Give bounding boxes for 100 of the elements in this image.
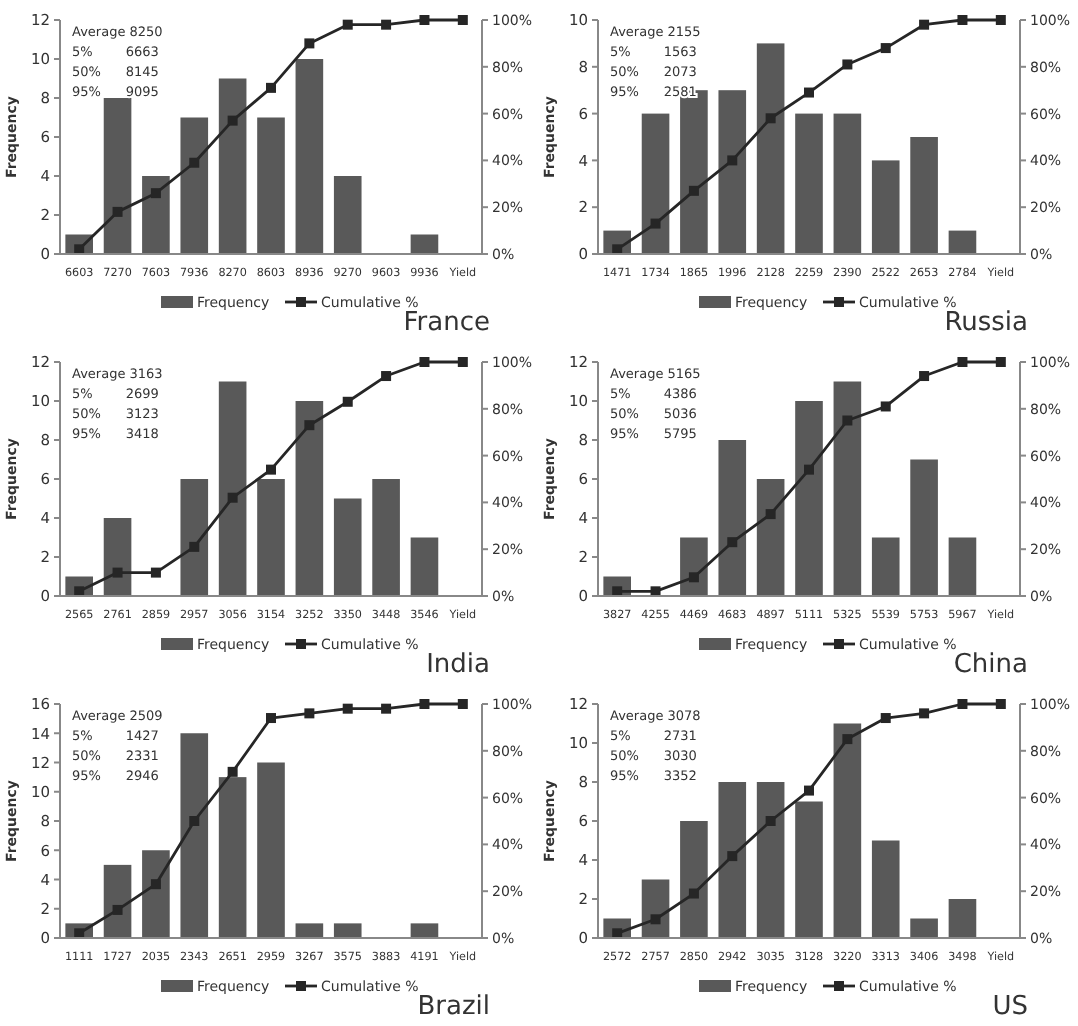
bar: [103, 864, 132, 938]
bar: [142, 850, 170, 938]
point: [457, 357, 468, 367]
point: [112, 904, 123, 915]
bar: [333, 923, 362, 938]
bar: [680, 821, 708, 938]
bar: [257, 117, 285, 254]
bar: [180, 479, 209, 596]
point: [112, 567, 123, 578]
point: [880, 713, 891, 724]
point: [880, 43, 891, 54]
point: [266, 464, 276, 475]
point: [304, 38, 315, 49]
bar: [257, 762, 285, 938]
point: [842, 59, 853, 70]
bar: [218, 777, 247, 938]
point: [727, 851, 738, 862]
bar: [680, 537, 708, 596]
bar: [410, 234, 439, 254]
bar: [410, 923, 439, 938]
point: [688, 572, 699, 583]
point: [381, 19, 392, 30]
bar: [795, 113, 823, 254]
bar: [218, 78, 247, 254]
bar: [910, 137, 938, 254]
point: [688, 888, 699, 899]
bar: [718, 90, 747, 254]
point: [227, 115, 238, 126]
bar: [142, 176, 170, 254]
point: [919, 371, 930, 382]
point: [189, 816, 200, 826]
point: [342, 19, 353, 30]
bar: [833, 113, 862, 254]
bar: [833, 723, 862, 938]
point: [150, 879, 161, 890]
point: [804, 464, 814, 475]
bar: [333, 498, 362, 596]
point: [419, 357, 430, 367]
text: India: [426, 650, 490, 680]
text: Russia: [944, 308, 1028, 338]
bar: [372, 479, 400, 596]
point: [727, 155, 738, 166]
bar: [333, 176, 362, 254]
bar: [180, 117, 209, 254]
point: [112, 206, 123, 217]
bar: [910, 459, 938, 596]
point: [842, 734, 853, 745]
point: [189, 157, 200, 168]
bar: [103, 98, 132, 254]
point: [266, 713, 276, 724]
point: [957, 15, 968, 25]
point: [765, 816, 776, 826]
bar: [641, 113, 670, 254]
bar: [295, 59, 324, 254]
point: [381, 371, 392, 382]
point: [919, 19, 930, 30]
point: [304, 708, 315, 719]
bar: [948, 899, 977, 938]
point: [804, 87, 814, 98]
point: [266, 82, 276, 93]
point: [457, 699, 468, 709]
text: US: [992, 992, 1028, 1022]
point: [342, 396, 353, 407]
bar: [910, 918, 938, 938]
bar: [257, 479, 285, 596]
point: [381, 703, 392, 714]
point: [727, 537, 738, 548]
bar: [871, 537, 900, 596]
bar: [871, 840, 900, 938]
point: [650, 218, 661, 229]
text: France: [403, 308, 490, 338]
bar: [948, 230, 977, 254]
point: [457, 15, 468, 25]
bar: [180, 733, 209, 938]
bar: [795, 401, 823, 596]
point: [804, 785, 814, 796]
bar: [756, 782, 785, 938]
bar: [218, 381, 247, 596]
bar: [295, 401, 324, 596]
point: [957, 699, 968, 709]
point: [995, 357, 1006, 367]
point: [150, 188, 161, 199]
point: [342, 703, 353, 714]
point: [650, 914, 661, 925]
point: [957, 357, 968, 367]
point: [995, 699, 1006, 709]
bar: [641, 879, 670, 938]
bar: [756, 43, 785, 254]
point: [765, 113, 776, 124]
bar: [948, 537, 977, 596]
bar: [871, 160, 900, 254]
text: Brazil: [417, 992, 490, 1022]
point: [919, 708, 930, 719]
bar: [718, 782, 747, 938]
point: [189, 541, 200, 552]
bar: [718, 440, 747, 596]
point: [688, 185, 699, 196]
point: [419, 699, 430, 709]
text: China: [953, 650, 1028, 680]
bar: [833, 381, 862, 596]
